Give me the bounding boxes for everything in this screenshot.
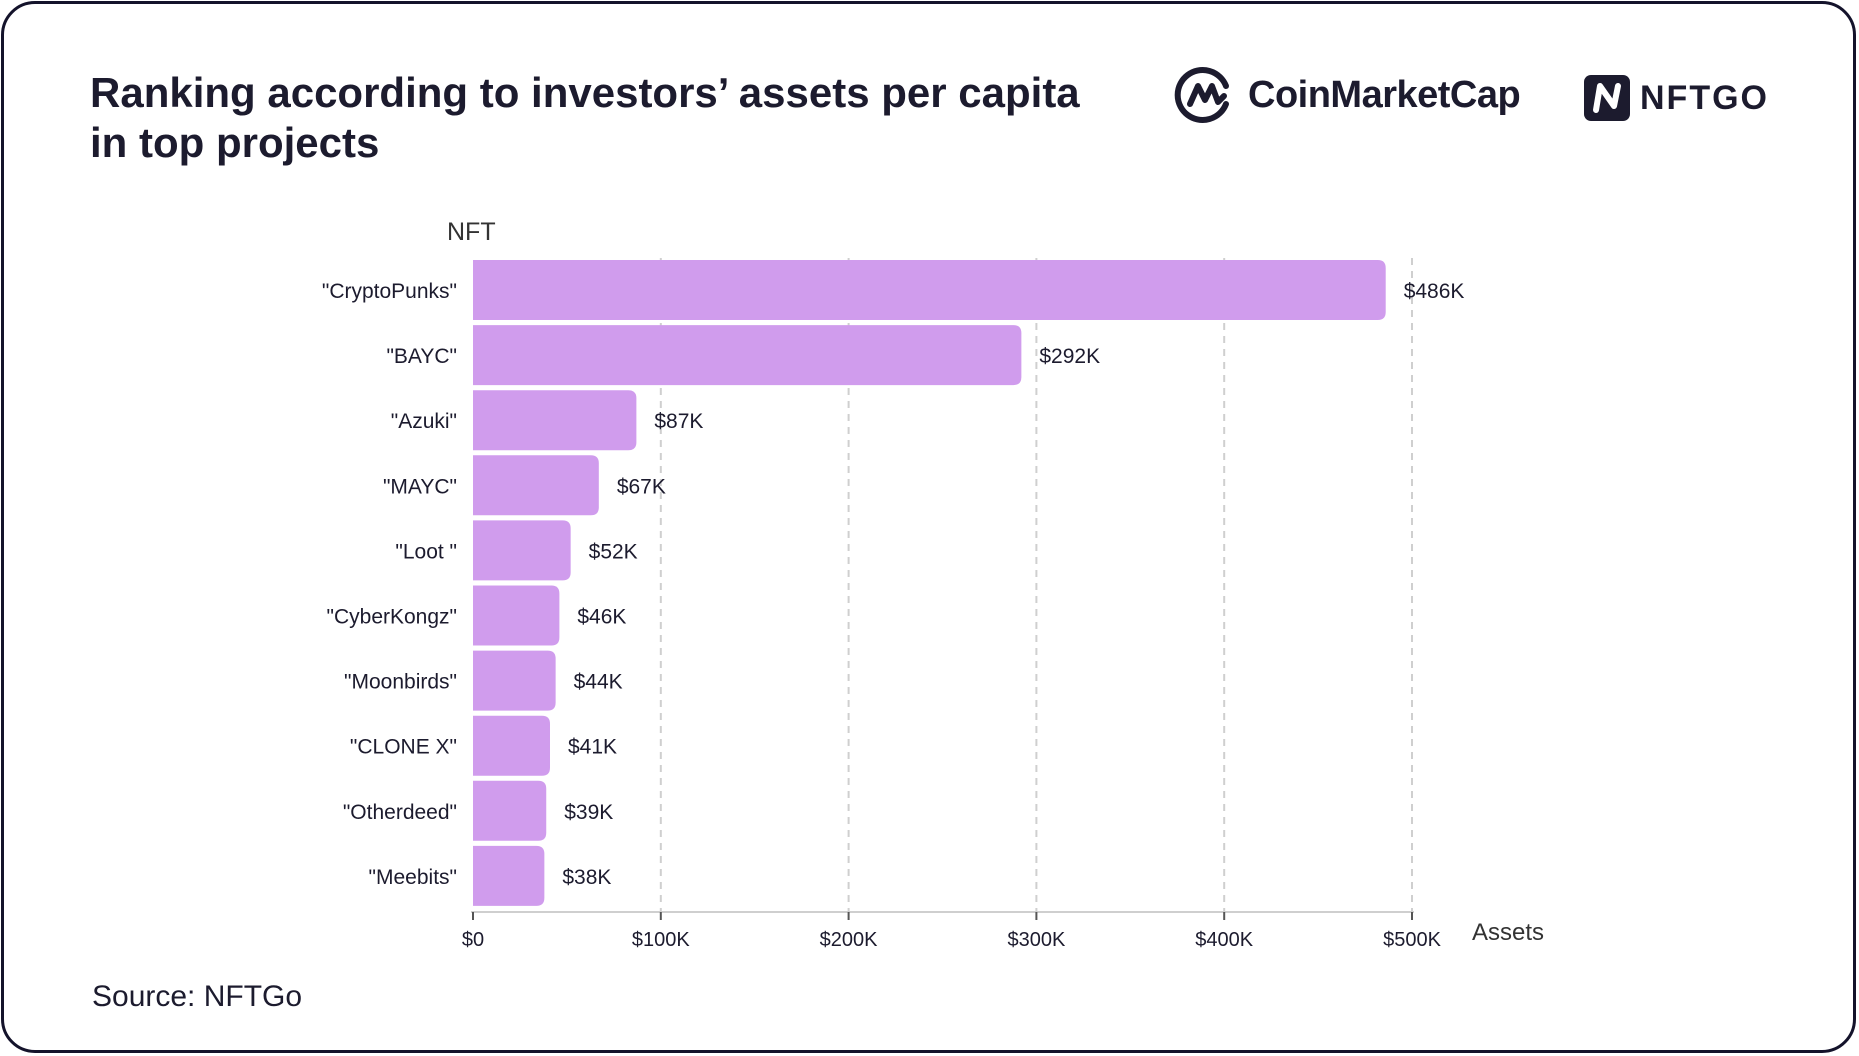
category-label-9: "Meebits" bbox=[369, 866, 457, 889]
category-label-1: "BAYC" bbox=[386, 345, 457, 368]
x-tick-label-1: $100K bbox=[632, 929, 690, 951]
bar-1 bbox=[473, 325, 1022, 386]
value-label-7: $41K bbox=[568, 736, 617, 759]
bar-chart: "CryptoPunks" $486K "BAYC" $292K "Azuki" $87K… bbox=[322, 218, 1544, 951]
value-label-8: $39K bbox=[564, 801, 613, 824]
x-tick-label-5: $500K bbox=[1383, 929, 1441, 951]
x-tick-label-4: $400K bbox=[1195, 929, 1253, 951]
nftgo-logo-icon bbox=[1584, 75, 1630, 121]
category-label-4: "Loot " bbox=[395, 540, 457, 563]
bar-6 bbox=[473, 650, 556, 711]
value-label-2: $87K bbox=[654, 410, 703, 433]
nftgo-logo: NFTGO bbox=[1584, 74, 1769, 122]
value-label-6: $44K bbox=[574, 671, 623, 694]
bar-7 bbox=[473, 715, 550, 776]
source-note: Source: NFTGo bbox=[92, 980, 303, 1013]
coinmarketcap-logo-icon bbox=[1174, 67, 1229, 123]
value-label-3: $67K bbox=[617, 475, 666, 498]
bar-9 bbox=[473, 845, 545, 906]
category-label-2: "Azuki" bbox=[391, 410, 457, 433]
bar-8 bbox=[473, 780, 547, 841]
coinmarketcap-wordmark: CoinMarketCap bbox=[1248, 73, 1521, 116]
bar-5 bbox=[473, 585, 560, 646]
value-label-4: $52K bbox=[589, 540, 638, 563]
bar-3 bbox=[473, 455, 599, 516]
category-label-0: "CryptoPunks" bbox=[322, 280, 457, 303]
value-label-1: $292K bbox=[1039, 345, 1100, 368]
value-label-0: $486K bbox=[1404, 280, 1465, 303]
category-label-8: "Otherdeed" bbox=[343, 801, 457, 824]
x-tick-label-0: $0 bbox=[462, 929, 484, 951]
x-tick-label-3: $300K bbox=[1007, 929, 1065, 951]
bar-2 bbox=[473, 390, 637, 451]
category-label-6: "Moonbirds" bbox=[344, 671, 457, 694]
value-label-9: $38K bbox=[562, 866, 611, 889]
y-axis-title: NFT bbox=[447, 218, 496, 246]
x-tick-label-2: $200K bbox=[820, 929, 878, 951]
bar-0 bbox=[473, 260, 1386, 320]
chart-title-line-2: in top projects bbox=[90, 119, 380, 166]
chart-title: Ranking according to investors’ assets p… bbox=[90, 68, 1130, 168]
chart-title-line-1: Ranking according to investors’ assets p… bbox=[90, 69, 1080, 116]
value-label-5: $46K bbox=[577, 606, 626, 629]
bar-4 bbox=[473, 520, 571, 581]
category-label-3: "MAYC" bbox=[383, 475, 457, 498]
nftgo-wordmark: NFTGO bbox=[1640, 78, 1769, 117]
x-axis-title: Assets bbox=[1472, 919, 1544, 946]
category-label-7: "CLONE X" bbox=[350, 736, 457, 759]
category-label-5: "CyberKongz" bbox=[327, 606, 457, 629]
coinmarketcap-logo: CoinMarketCap bbox=[1174, 62, 1521, 128]
